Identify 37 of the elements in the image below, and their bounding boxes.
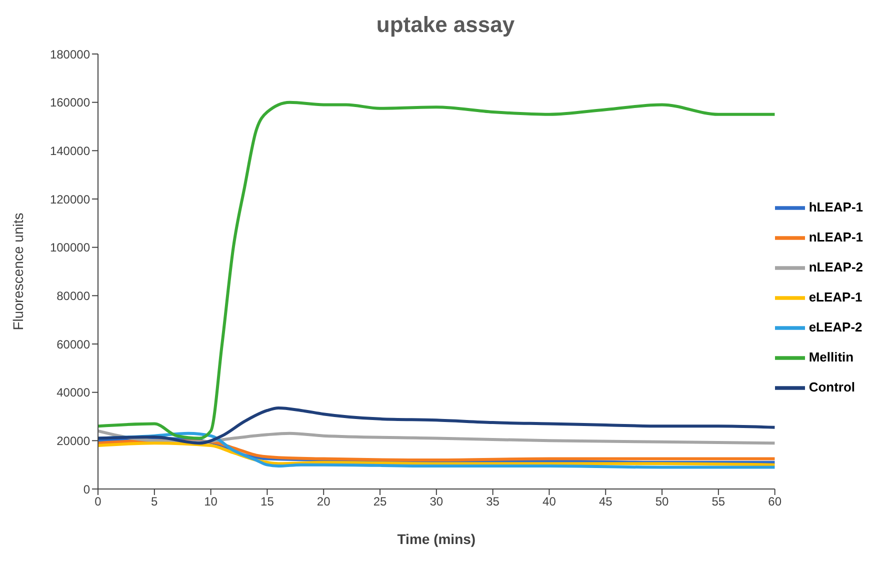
y-tick-label: 140000	[50, 144, 90, 158]
x-tick-label: 60	[768, 494, 782, 509]
x-tick-label: 30	[430, 494, 444, 509]
legend-label: nLEAP-2	[808, 259, 863, 274]
y-axis-title: Fluorescence units	[10, 212, 26, 330]
line-series	[98, 100, 775, 440]
legend-label: nLEAP-1	[808, 229, 863, 244]
y-tick-label: 160000	[50, 96, 90, 110]
x-tick-label: 40	[542, 494, 556, 509]
y-tick-label: 180000	[50, 47, 90, 62]
legend-label: hLEAP-1	[808, 199, 863, 214]
x-tick-label: 15	[260, 494, 274, 509]
x-tick-label: 55	[712, 494, 726, 509]
x-tick-label: 35	[486, 494, 500, 509]
x-tick-label: 5	[151, 494, 158, 509]
legend-label: eLEAP-2	[808, 319, 862, 334]
legend-label: eLEAP-1	[808, 289, 862, 304]
x-tick-label: 45	[598, 494, 613, 509]
x-tick-label: 50	[655, 494, 670, 509]
x-tick-label: 0	[94, 494, 102, 509]
x-tick-label: 25	[373, 494, 388, 509]
line-series	[98, 442, 775, 466]
chart-title: uptake assay	[375, 11, 516, 39]
y-tick-label: 100000	[50, 240, 90, 255]
line-series	[98, 430, 775, 445]
y-tick-label: 0	[83, 482, 90, 496]
y-tick-label: 40000	[56, 386, 90, 400]
x-tick-label: 20	[316, 494, 331, 509]
y-tick-label: 60000	[56, 337, 90, 352]
x-tick-label: 10	[204, 494, 218, 509]
y-tick-label: 80000	[56, 288, 90, 303]
y-tick-label: 20000	[56, 434, 90, 448]
legend-label: Mellitin	[808, 349, 854, 364]
legend-label: Control	[808, 379, 856, 394]
x-axis-title: Time (mins)	[397, 531, 476, 547]
line-series	[98, 406, 775, 445]
y-tick-label: 120000	[50, 192, 90, 206]
